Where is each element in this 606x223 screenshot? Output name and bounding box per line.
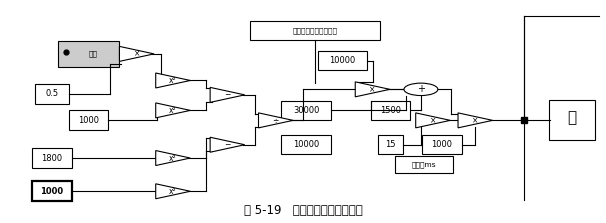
FancyBboxPatch shape — [422, 135, 462, 154]
Text: 10000: 10000 — [293, 140, 319, 149]
FancyBboxPatch shape — [378, 135, 404, 154]
FancyBboxPatch shape — [318, 51, 367, 70]
Text: −: − — [224, 140, 231, 149]
Text: −: − — [224, 90, 231, 99]
Text: ×: × — [430, 116, 436, 125]
Polygon shape — [210, 137, 245, 152]
Text: 转化为ms: 转化为ms — [411, 161, 436, 168]
Text: 1500: 1500 — [380, 106, 401, 115]
Text: 0.5: 0.5 — [45, 89, 59, 98]
Text: x²: x² — [169, 187, 177, 196]
FancyBboxPatch shape — [36, 84, 68, 104]
Polygon shape — [259, 113, 293, 128]
Polygon shape — [119, 46, 154, 61]
FancyBboxPatch shape — [371, 101, 410, 120]
FancyBboxPatch shape — [550, 100, 594, 140]
Text: ×: × — [369, 85, 376, 94]
Circle shape — [404, 83, 438, 95]
Polygon shape — [156, 73, 190, 88]
FancyBboxPatch shape — [68, 110, 108, 130]
FancyBboxPatch shape — [395, 156, 453, 173]
FancyBboxPatch shape — [33, 148, 72, 168]
Text: 15: 15 — [385, 140, 396, 149]
FancyBboxPatch shape — [250, 21, 380, 40]
Text: 🕐: 🕐 — [567, 111, 577, 126]
Text: 30000: 30000 — [293, 106, 319, 115]
Text: x²: x² — [169, 106, 177, 115]
Text: 10000: 10000 — [329, 56, 356, 65]
Polygon shape — [355, 82, 390, 97]
Text: 1800: 1800 — [42, 154, 62, 163]
Polygon shape — [458, 113, 493, 128]
Text: 外径: 外径 — [88, 51, 98, 57]
Polygon shape — [210, 87, 245, 102]
FancyBboxPatch shape — [33, 181, 72, 201]
FancyBboxPatch shape — [281, 135, 331, 154]
FancyBboxPatch shape — [281, 101, 331, 120]
Text: x²: x² — [169, 154, 177, 163]
Text: ÷: ÷ — [273, 116, 279, 125]
FancyBboxPatch shape — [58, 41, 119, 67]
Text: 图 5-19   升速时间间隔算法实现: 图 5-19 升速时间间隔算法实现 — [244, 204, 362, 217]
Text: +: + — [417, 84, 425, 94]
Polygon shape — [156, 151, 190, 165]
Text: 1000: 1000 — [78, 116, 99, 125]
Polygon shape — [156, 103, 190, 118]
Text: 每个升速梯度所需时间: 每个升速梯度所需时间 — [293, 27, 338, 34]
Text: 1000: 1000 — [431, 140, 453, 149]
Text: ×: × — [133, 49, 140, 58]
Text: x²: x² — [169, 76, 177, 85]
Polygon shape — [416, 113, 450, 128]
Text: ×: × — [472, 116, 479, 125]
Polygon shape — [156, 184, 190, 199]
Text: 1000: 1000 — [41, 187, 64, 196]
